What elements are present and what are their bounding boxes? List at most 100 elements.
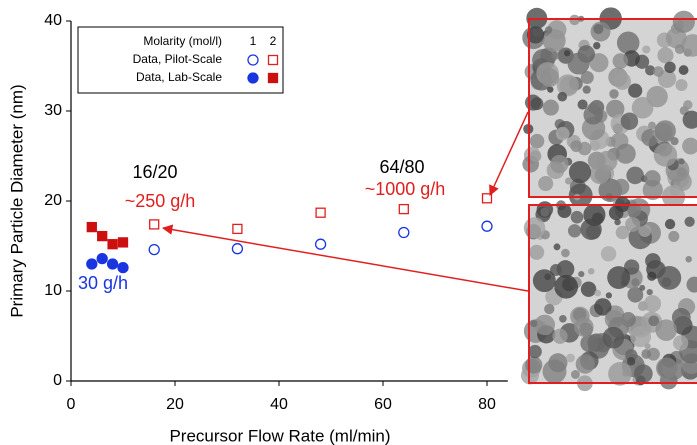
particle	[570, 140, 583, 153]
legend-column: 1	[250, 34, 257, 48]
particle	[615, 225, 630, 240]
point	[117, 237, 129, 248]
particle	[671, 307, 691, 327]
legend-row: Data, Pilot-Scale	[133, 52, 223, 66]
annotation: 64/80	[379, 157, 424, 177]
x-tick-label: 0	[67, 396, 76, 413]
particle	[673, 335, 689, 351]
particle	[672, 10, 695, 33]
particle	[580, 334, 599, 353]
tem-image	[522, 7, 697, 209]
particle	[642, 45, 651, 54]
particle	[613, 72, 632, 90]
particle	[625, 216, 641, 232]
particle	[532, 269, 556, 293]
particle	[556, 260, 575, 278]
point	[481, 220, 493, 232]
legend-marker	[247, 72, 259, 84]
point	[148, 243, 160, 256]
particle	[630, 326, 652, 348]
particle	[639, 284, 646, 291]
annotation: ~250 g/h	[125, 191, 196, 211]
particle	[682, 110, 697, 129]
point	[117, 261, 129, 274]
particle	[530, 97, 544, 111]
particle	[550, 264, 562, 276]
particle	[544, 26, 553, 34]
particle	[583, 203, 606, 227]
particle	[644, 170, 661, 187]
x-tick-label: 60	[374, 396, 392, 413]
particle	[615, 143, 636, 164]
particle	[668, 230, 680, 242]
particle	[675, 20, 685, 29]
particle	[587, 102, 599, 114]
particle	[681, 34, 697, 57]
particle	[633, 364, 653, 384]
y-tick-label: 0	[53, 372, 62, 389]
particle	[566, 353, 575, 363]
particle	[553, 243, 561, 251]
particle	[647, 271, 657, 281]
particle	[685, 255, 692, 263]
particle	[678, 158, 685, 165]
particle	[582, 85, 591, 94]
particle	[567, 224, 582, 238]
particle	[669, 184, 681, 196]
particle	[653, 66, 664, 77]
particle	[596, 150, 618, 172]
particle	[593, 23, 604, 35]
particle	[676, 167, 687, 178]
x-tick-label: 20	[166, 396, 184, 413]
particle	[550, 154, 569, 174]
particle	[593, 41, 601, 50]
particle	[612, 53, 629, 69]
particle	[528, 344, 542, 359]
annotation: ~1000 g/h	[365, 179, 446, 199]
particle	[605, 292, 612, 299]
particle	[678, 65, 689, 75]
particle	[600, 246, 617, 262]
particle	[656, 357, 678, 379]
particle	[525, 356, 543, 374]
arrow	[489, 111, 529, 196]
point	[97, 230, 108, 242]
particle	[645, 253, 661, 269]
y-tick-label: 10	[44, 282, 62, 299]
y-axis-title: Primary Particle Diameter (nm)	[7, 84, 26, 317]
particle	[645, 65, 656, 76]
particle	[534, 314, 556, 336]
particle	[526, 26, 545, 44]
particle	[614, 218, 621, 226]
particle	[575, 354, 595, 374]
particle	[607, 266, 631, 290]
particle	[613, 178, 630, 195]
particle	[580, 281, 597, 297]
particle	[547, 86, 554, 93]
particle	[631, 96, 654, 119]
point	[86, 221, 97, 233]
particle	[664, 218, 676, 230]
particle	[559, 314, 567, 323]
point	[96, 252, 108, 265]
legend-row: Data, Lab-Scale	[136, 70, 222, 84]
annotation: 16/20	[132, 162, 177, 182]
particle	[529, 244, 545, 260]
particle	[675, 78, 688, 92]
x-tick-label: 80	[478, 396, 496, 413]
particle	[523, 217, 546, 239]
arrow	[161, 224, 529, 292]
particle	[670, 137, 679, 146]
particle	[570, 210, 584, 224]
particle	[580, 70, 594, 85]
particle	[555, 126, 570, 141]
particle	[540, 68, 560, 88]
particle	[568, 183, 593, 208]
particle	[571, 370, 580, 379]
point	[107, 239, 118, 250]
particle	[627, 286, 644, 303]
particle	[665, 27, 687, 49]
point	[106, 258, 119, 270]
x-axis-title: Precursor Flow Rate (ml/min)	[169, 426, 390, 445]
